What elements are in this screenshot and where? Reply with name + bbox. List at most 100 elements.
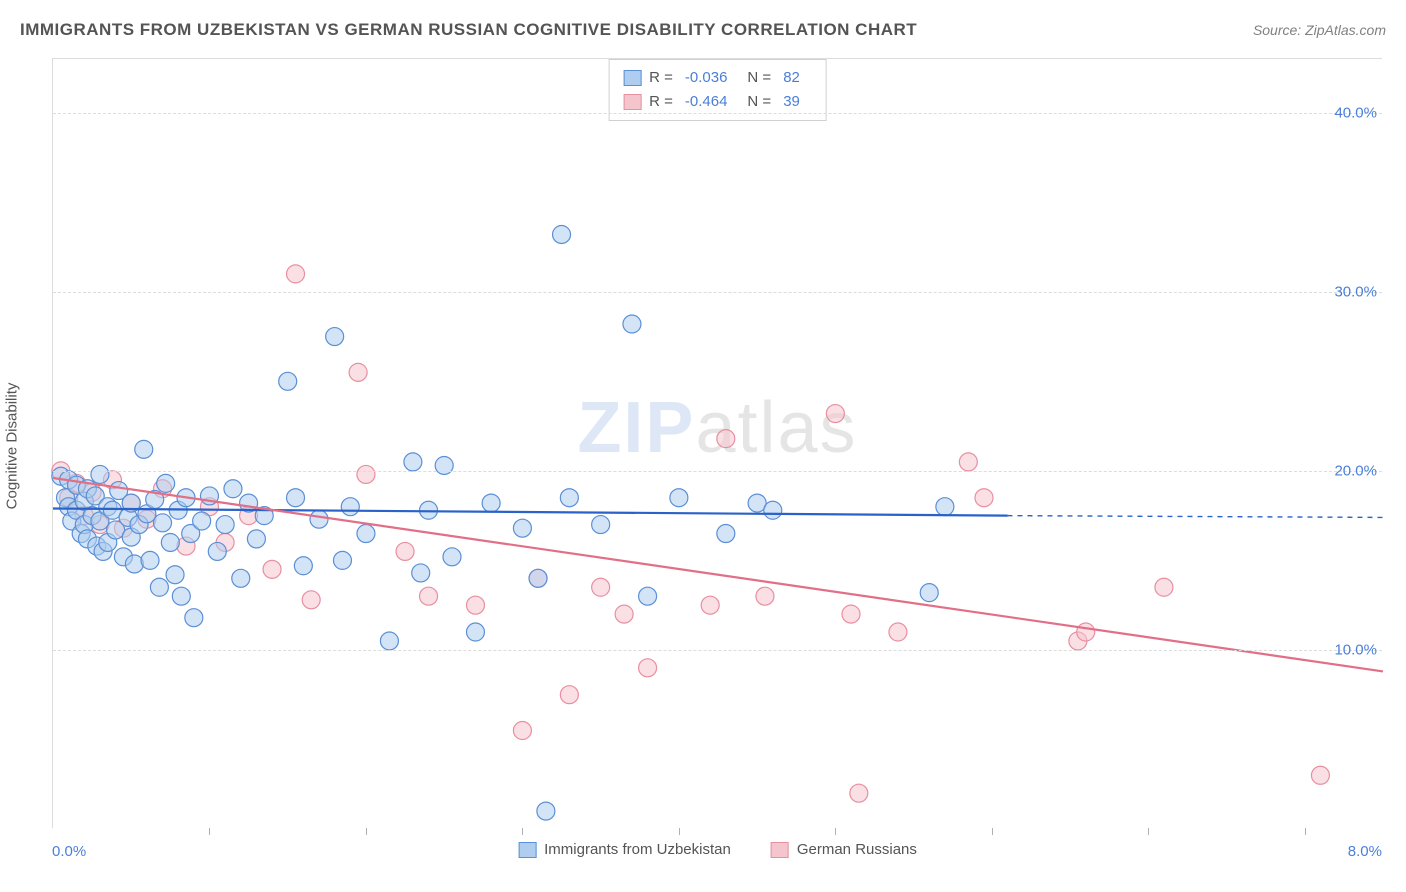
trend-line-extrapolated	[1007, 516, 1383, 518]
scatter-point	[302, 591, 320, 609]
xtick	[1305, 828, 1306, 835]
scatter-point	[701, 596, 719, 614]
scatter-point	[263, 560, 281, 578]
scatter-point	[287, 265, 305, 283]
ytick-label: 20.0%	[1334, 462, 1385, 479]
legend-swatch-1	[623, 94, 641, 110]
legend-row-0: R = -0.036 N = 82	[623, 66, 812, 90]
scatter-point	[553, 225, 571, 243]
xtick	[366, 828, 367, 835]
title-bar: IMMIGRANTS FROM UZBEKISTAN VS GERMAN RUS…	[20, 20, 1386, 40]
chart-title: IMMIGRANTS FROM UZBEKISTAN VS GERMAN RUS…	[20, 20, 917, 40]
scatter-point	[216, 516, 234, 534]
correlation-legend: R = -0.036 N = 82 R = -0.464 N = 39	[608, 59, 827, 121]
plot-svg	[53, 59, 1382, 828]
scatter-point	[396, 542, 414, 560]
ytick-label: 40.0%	[1334, 104, 1385, 121]
x-label-left: 0.0%	[52, 843, 86, 860]
scatter-point	[670, 489, 688, 507]
legend-n-label-0: N =	[747, 66, 771, 90]
scatter-point	[247, 530, 265, 548]
scatter-point	[333, 551, 351, 569]
scatter-point	[1311, 766, 1329, 784]
scatter-point	[135, 440, 153, 458]
scatter-point	[357, 465, 375, 483]
scatter-point	[482, 494, 500, 512]
scatter-point	[513, 519, 531, 537]
gridline	[53, 292, 1382, 293]
scatter-point	[826, 405, 844, 423]
series-legend: Immigrants from Uzbekistan German Russia…	[518, 841, 917, 858]
scatter-point	[193, 512, 211, 530]
legend-r-value-0: -0.036	[685, 66, 728, 90]
scatter-point	[513, 722, 531, 740]
scatter-point	[889, 623, 907, 641]
ytick-label: 10.0%	[1334, 641, 1385, 658]
scatter-point	[717, 430, 735, 448]
scatter-point	[560, 686, 578, 704]
scatter-point	[357, 525, 375, 543]
scatter-point	[161, 533, 179, 551]
x-label-right: 8.0%	[1348, 843, 1382, 860]
scatter-point	[141, 551, 159, 569]
series-swatch-0	[518, 842, 536, 858]
scatter-point	[537, 802, 555, 820]
gridline	[53, 113, 1382, 114]
scatter-point	[560, 489, 578, 507]
scatter-point	[936, 498, 954, 516]
scatter-point	[420, 587, 438, 605]
series-name-1: German Russians	[797, 841, 917, 858]
xtick	[835, 828, 836, 835]
scatter-point	[920, 584, 938, 602]
scatter-point	[850, 784, 868, 802]
scatter-point	[380, 632, 398, 650]
scatter-point	[842, 605, 860, 623]
scatter-point	[185, 609, 203, 627]
source-value: ZipAtlas.com	[1305, 22, 1386, 38]
scatter-point	[341, 498, 359, 516]
legend-swatch-0	[623, 70, 641, 86]
xtick	[522, 828, 523, 835]
scatter-point	[764, 501, 782, 519]
scatter-point	[154, 514, 172, 532]
scatter-point	[232, 569, 250, 587]
legend-r-label-0: R =	[649, 66, 673, 90]
scatter-point	[1077, 623, 1095, 641]
scatter-point	[412, 564, 430, 582]
scatter-point	[615, 605, 633, 623]
scatter-point	[959, 453, 977, 471]
series-legend-item-1: German Russians	[771, 841, 917, 858]
scatter-point	[125, 555, 143, 573]
xtick	[992, 828, 993, 835]
scatter-point	[310, 510, 328, 528]
source-label: Source:	[1253, 22, 1305, 38]
scatter-point	[294, 557, 312, 575]
legend-r-label-1: R =	[649, 90, 673, 114]
xtick	[679, 828, 680, 835]
legend-n-label-1: N =	[747, 90, 771, 114]
legend-n-value-1: 39	[783, 90, 800, 114]
scatter-point	[1155, 578, 1173, 596]
scatter-point	[224, 480, 242, 498]
scatter-point	[639, 587, 657, 605]
scatter-point	[166, 566, 184, 584]
scatter-point	[157, 474, 175, 492]
scatter-point	[975, 489, 993, 507]
scatter-point	[717, 525, 735, 543]
series-swatch-1	[771, 842, 789, 858]
scatter-point	[91, 465, 109, 483]
scatter-point	[279, 372, 297, 390]
scatter-point	[756, 587, 774, 605]
scatter-point	[443, 548, 461, 566]
scatter-point	[466, 623, 484, 641]
plot-area: ZIPatlas R = -0.036 N = 82 R = -0.464 N …	[52, 58, 1382, 828]
scatter-point	[349, 363, 367, 381]
scatter-point	[639, 659, 657, 677]
scatter-point	[172, 587, 190, 605]
series-name-0: Immigrants from Uzbekistan	[544, 841, 731, 858]
xtick	[1148, 828, 1149, 835]
scatter-point	[404, 453, 422, 471]
scatter-point	[623, 315, 641, 333]
scatter-point	[592, 578, 610, 596]
legend-n-value-0: 82	[783, 66, 800, 90]
